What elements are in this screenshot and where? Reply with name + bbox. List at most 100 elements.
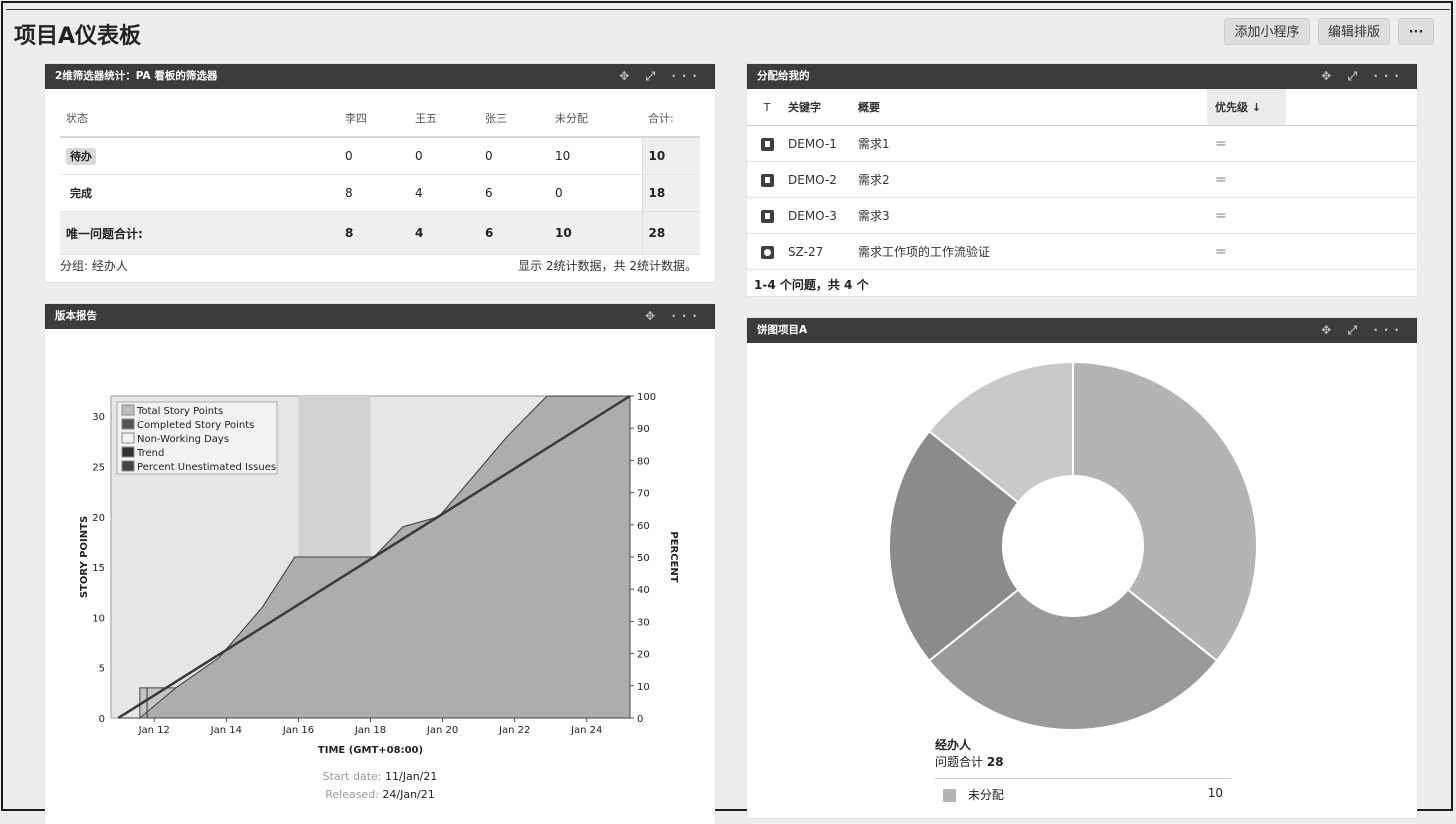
edit-layout-button[interactable]: 编辑排版 <box>1318 18 1390 45</box>
issue-summary-link[interactable]: 需求2 <box>858 173 890 187</box>
pie-slice[interactable] <box>927 588 1219 731</box>
pie-chart <box>888 360 1258 731</box>
issue-key-link[interactable]: SZ-27 <box>788 244 824 259</box>
pie-slice[interactable] <box>1072 360 1258 663</box>
y2-tick-label: 90 <box>637 424 650 435</box>
move-icon[interactable]: ✥ <box>619 69 636 83</box>
cell[interactable]: 8 <box>344 174 414 212</box>
issue-key-link[interactable]: DEMO-1 <box>788 136 837 151</box>
legend-swatch <box>121 446 135 458</box>
cell[interactable]: 0 <box>554 174 642 212</box>
y2-tick-label: 100 <box>637 392 656 403</box>
move-icon[interactable]: ✥ <box>1321 69 1338 83</box>
y2-axis-title: PERCENT <box>668 531 679 582</box>
cell[interactable]: 8 <box>344 211 414 255</box>
col-header: 状态 <box>60 100 344 138</box>
y2-tick-label: 40 <box>637 585 650 596</box>
move-icon[interactable]: ✥ <box>645 309 662 323</box>
issues-count-footer: 1-4 个问题，共 4 个 <box>754 278 869 292</box>
legend-name[interactable]: 未分配 <box>967 788 1004 802</box>
col-header: 张三 <box>484 100 554 138</box>
legend-label: Total Story Points <box>136 406 223 417</box>
y2-tick-label: 30 <box>637 617 650 628</box>
move-icon[interactable]: ✥ <box>1321 323 1338 337</box>
issue-key-link[interactable]: DEMO-2 <box>788 172 837 187</box>
gadget-menu-icon[interactable]: ··· <box>671 309 703 323</box>
issue-summary-link[interactable]: 需求3 <box>858 209 890 223</box>
page-title: 项目A仪表板 <box>14 24 142 49</box>
table-row: 待办 0 0 0 10 10 <box>60 137 700 175</box>
x-tick-label: Jan 14 <box>210 725 242 736</box>
grand-total[interactable]: 28 <box>641 211 700 255</box>
version-report-chart: 0 5 10 15 20 25 30 0 10 20 30 40 50 60 70 80 90 100 Jan 12… <box>79 392 679 756</box>
y-tick-label: 15 <box>92 563 105 574</box>
x-tick-label: Jan 22 <box>498 725 530 736</box>
chart-legend: Total Story Points Completed Story Points… <box>116 401 278 475</box>
cell[interactable]: 0 <box>414 137 484 175</box>
gadget-title: 分配给我的 <box>757 70 810 82</box>
x-tick-label: Jan 24 <box>570 725 602 736</box>
cell[interactable]: 4 <box>414 174 484 212</box>
story-icon <box>760 173 774 187</box>
issue-summary-link[interactable]: 需求1 <box>858 137 890 151</box>
trend-line <box>117 394 631 720</box>
more-button[interactable]: ··· <box>1398 18 1434 45</box>
filter-stats-gadget: 2维筛选器统计：PA 看板的筛选器 ✥ ⤢ ··· 状态 李四 王五 张三 未分… <box>45 64 715 282</box>
col-header: 未分配 <box>554 100 642 138</box>
shown-count-label: 显示 2统计数据，共 2统计数据。 <box>518 259 697 273</box>
col-header-key[interactable]: 关键字 <box>787 89 857 126</box>
y-tick-label: 0 <box>99 714 105 725</box>
y-tick-label: 30 <box>92 412 105 423</box>
cell[interactable]: 6 <box>484 211 554 255</box>
expand-icon[interactable]: ⤢ <box>1347 69 1364 83</box>
cell[interactable]: 0 <box>344 137 414 175</box>
pie-slice[interactable] <box>888 429 1020 663</box>
gadget-title: 2维筛选器统计：PA 看板的筛选器 <box>55 70 218 82</box>
col-header-priority[interactable]: 优先级 ↓ <box>1207 89 1286 126</box>
add-gadget-button[interactable]: 添加小程序 <box>1224 18 1310 45</box>
col-header-summary[interactable]: 概要 <box>857 89 1207 126</box>
stats-table: 状态 李四 王五 张三 未分配 合计: 待办 0 0 0 10 10 完成 8 … <box>60 100 700 255</box>
gadget-menu-icon[interactable]: ··· <box>1373 69 1405 83</box>
row-total[interactable]: 10 <box>641 137 700 175</box>
gadget-menu-icon[interactable]: ··· <box>671 69 703 83</box>
cell[interactable]: 10 <box>554 137 642 175</box>
released-value: 24/Jan/21 <box>382 788 435 801</box>
cell[interactable]: 4 <box>414 211 484 255</box>
pie-slice[interactable] <box>927 360 1074 504</box>
status-lozenge[interactable]: 待办 <box>66 148 96 165</box>
col-header-type[interactable]: T <box>747 89 787 126</box>
cell[interactable]: 10 <box>554 211 642 255</box>
status-lozenge[interactable]: 完成 <box>70 187 92 200</box>
table-row[interactable]: SZ-27 需求工作项的工作流验证 = <box>747 233 1417 270</box>
gadget-title: 版本报告 <box>55 310 97 322</box>
table-row[interactable]: DEMO-2 需求2 = <box>747 161 1417 198</box>
table-row[interactable]: DEMO-3 需求3 = <box>747 197 1417 234</box>
cell[interactable]: 6 <box>484 174 554 212</box>
row-total[interactable]: 18 <box>641 174 700 212</box>
gadget-title: 饼图项目A <box>757 324 808 336</box>
pie-legend-row[interactable]: 未分配 10 <box>943 786 1223 803</box>
group-by-label: 分组: 经办人 <box>60 259 128 273</box>
y-tick-label: 20 <box>92 513 105 524</box>
legend-label: Percent Unestimated Issues <box>137 462 276 473</box>
issue-key-link[interactable]: DEMO-3 <box>788 208 837 223</box>
legend-label: Non-Working Days <box>137 434 229 445</box>
priority-icon: = <box>1207 233 1286 270</box>
table-row[interactable]: DEMO-1 需求1 = <box>747 125 1417 162</box>
x-tick-label: Jan 12 <box>138 725 170 736</box>
y2-tick-label: 0 <box>637 714 643 725</box>
version-report-gadget: 版本报告 ✥ ··· 0 5 10 15 20 25 30 0 10 20 30 40 50 60 70 80… <box>45 304 715 824</box>
gadget-header: 2维筛选器统计：PA 看板的筛选器 ✥ ⤢ ··· <box>45 64 715 89</box>
gadget-menu-icon[interactable]: ··· <box>1373 323 1405 337</box>
issues-table: T 关键字 概要 优先级 ↓ DEMO-1 需求1 = DEMO-2 需求2 =… <box>747 89 1417 270</box>
cell[interactable]: 0 <box>484 137 554 175</box>
y2-tick-label: 10 <box>637 682 650 693</box>
x-axis-title: TIME (GMT+08:00) <box>318 745 423 756</box>
story-icon <box>760 209 774 223</box>
issue-summary-link[interactable]: 需求工作项的工作流验证 <box>858 245 991 259</box>
expand-icon[interactable]: ⤢ <box>645 69 662 83</box>
expand-icon[interactable]: ⤢ <box>1347 323 1364 337</box>
top-divider <box>6 9 1450 10</box>
y2-tick-label: 50 <box>637 553 650 564</box>
